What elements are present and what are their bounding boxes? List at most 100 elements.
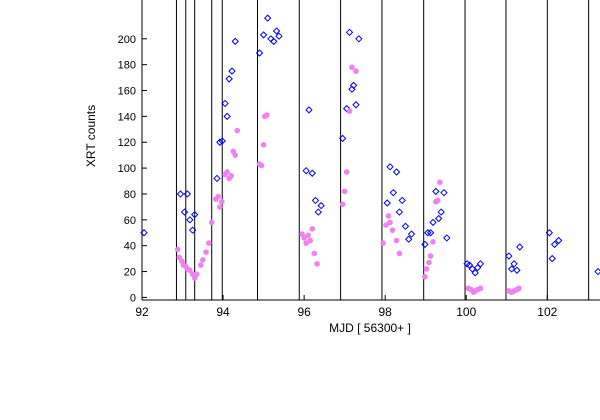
data-point-circle xyxy=(219,198,225,205)
data-point-diamond xyxy=(513,266,521,274)
vertical-lines xyxy=(175,0,590,300)
data-point-circle xyxy=(309,226,316,232)
data-point-diamond xyxy=(389,188,397,197)
data-point-diamond xyxy=(314,208,323,216)
data-point-diamond xyxy=(275,32,283,40)
data-point-circle xyxy=(174,246,181,253)
data-point-diamond xyxy=(434,214,443,223)
y-tick-label: 0 xyxy=(130,292,136,304)
data-point-circle xyxy=(346,108,353,115)
data-point-circle xyxy=(234,127,241,134)
data-point-circle xyxy=(430,239,436,245)
data-point-circle xyxy=(314,260,320,267)
data-point-circle xyxy=(215,193,221,200)
data-point-diamond xyxy=(176,190,185,198)
data-point-diamond xyxy=(516,243,524,251)
data-point-circle xyxy=(187,267,193,274)
data-point-circle xyxy=(206,240,212,246)
data-point-circle xyxy=(217,204,223,210)
data-point-circle xyxy=(349,64,355,71)
x-tick-label: 92 xyxy=(135,305,149,319)
y-tick-label: 60 xyxy=(124,215,136,227)
data-point-diamond xyxy=(395,208,404,216)
data-point-diamond xyxy=(183,190,192,198)
data-point-circle xyxy=(437,179,443,186)
data-point-diamond xyxy=(545,229,554,237)
data-point-diamond xyxy=(473,263,482,272)
data-point-circle xyxy=(353,68,359,74)
x-tick-label: 100 xyxy=(456,305,476,319)
data-point-diamond xyxy=(392,168,401,176)
data-point-diamond xyxy=(305,106,313,114)
data-point-diamond xyxy=(272,27,281,35)
axes: 0 20 40 60 80 100 120 140 160 180 200 92 94 96 98 100 10… xyxy=(118,0,600,319)
data-point-circle xyxy=(264,112,270,118)
data-point-circle xyxy=(193,271,200,277)
data-point-circle xyxy=(260,142,267,148)
data-point-circle xyxy=(197,262,204,268)
data-point-diamond xyxy=(507,265,516,273)
data-point-diamond xyxy=(342,104,351,113)
data-point-diamond xyxy=(401,222,410,231)
data-point-diamond xyxy=(228,67,236,75)
data-point-diamond xyxy=(259,31,268,39)
data-point-diamond xyxy=(476,260,485,268)
data-points xyxy=(140,14,600,296)
y-tick-label: 100 xyxy=(118,163,136,175)
data-point-diamond xyxy=(383,199,391,207)
data-point-circle xyxy=(423,266,430,272)
data-point-circle xyxy=(203,249,209,255)
y-tick-label: 200 xyxy=(118,34,136,46)
data-point-circle xyxy=(303,240,309,246)
data-point-diamond xyxy=(440,188,448,197)
data-point-diamond xyxy=(221,99,229,108)
data-point-diamond xyxy=(311,196,320,205)
data-point-circle xyxy=(208,219,215,226)
data-point-circle xyxy=(389,227,396,233)
data-point-diamond xyxy=(352,101,360,109)
data-point-diamond xyxy=(550,240,559,249)
data-point-circle xyxy=(258,162,265,169)
y-tick-label: 140 xyxy=(118,111,136,123)
data-point-diamond xyxy=(349,81,358,90)
data-point-circle xyxy=(426,259,432,266)
data-point-diamond xyxy=(345,28,354,37)
data-point-diamond xyxy=(225,75,233,83)
data-point-circle xyxy=(385,213,392,219)
data-point-diamond xyxy=(180,208,189,216)
data-point-diamond xyxy=(190,210,199,219)
data-point-circle xyxy=(301,235,307,241)
data-point-diamond xyxy=(216,138,224,146)
data-point-diamond xyxy=(429,218,437,227)
data-point-diamond xyxy=(186,216,194,224)
data-point-circle xyxy=(435,197,441,204)
data-point-diamond xyxy=(338,134,347,143)
data-point-diamond xyxy=(231,37,239,46)
data-point-circle xyxy=(343,169,350,175)
data-point-diamond xyxy=(407,230,416,238)
data-point-diamond xyxy=(404,235,413,243)
y-tick-label: 160 xyxy=(118,86,136,98)
data-point-circle xyxy=(477,285,484,292)
data-point-diamond xyxy=(443,234,451,242)
data-point-diamond xyxy=(510,260,518,268)
data-point-circle xyxy=(396,250,403,257)
data-point-diamond xyxy=(426,229,435,237)
y-tick-label: 20 xyxy=(124,267,136,279)
data-point-diamond xyxy=(213,174,221,183)
data-point-circle xyxy=(307,237,314,244)
data-point-circle xyxy=(305,232,311,239)
data-point-circle xyxy=(422,273,428,280)
data-point-diamond xyxy=(386,163,394,171)
data-point-diamond xyxy=(432,187,440,196)
data-point-circle xyxy=(339,201,346,208)
data-point-diamond xyxy=(398,196,406,205)
x-tick-label: 94 xyxy=(216,305,230,319)
x-axis-title: MJD [ 56300+ ] xyxy=(329,321,411,335)
x-tick-label: 98 xyxy=(379,305,393,319)
data-point-diamond xyxy=(263,14,272,22)
data-point-diamond xyxy=(505,252,513,260)
data-point-circle xyxy=(311,250,318,257)
data-point-diamond xyxy=(594,267,600,276)
